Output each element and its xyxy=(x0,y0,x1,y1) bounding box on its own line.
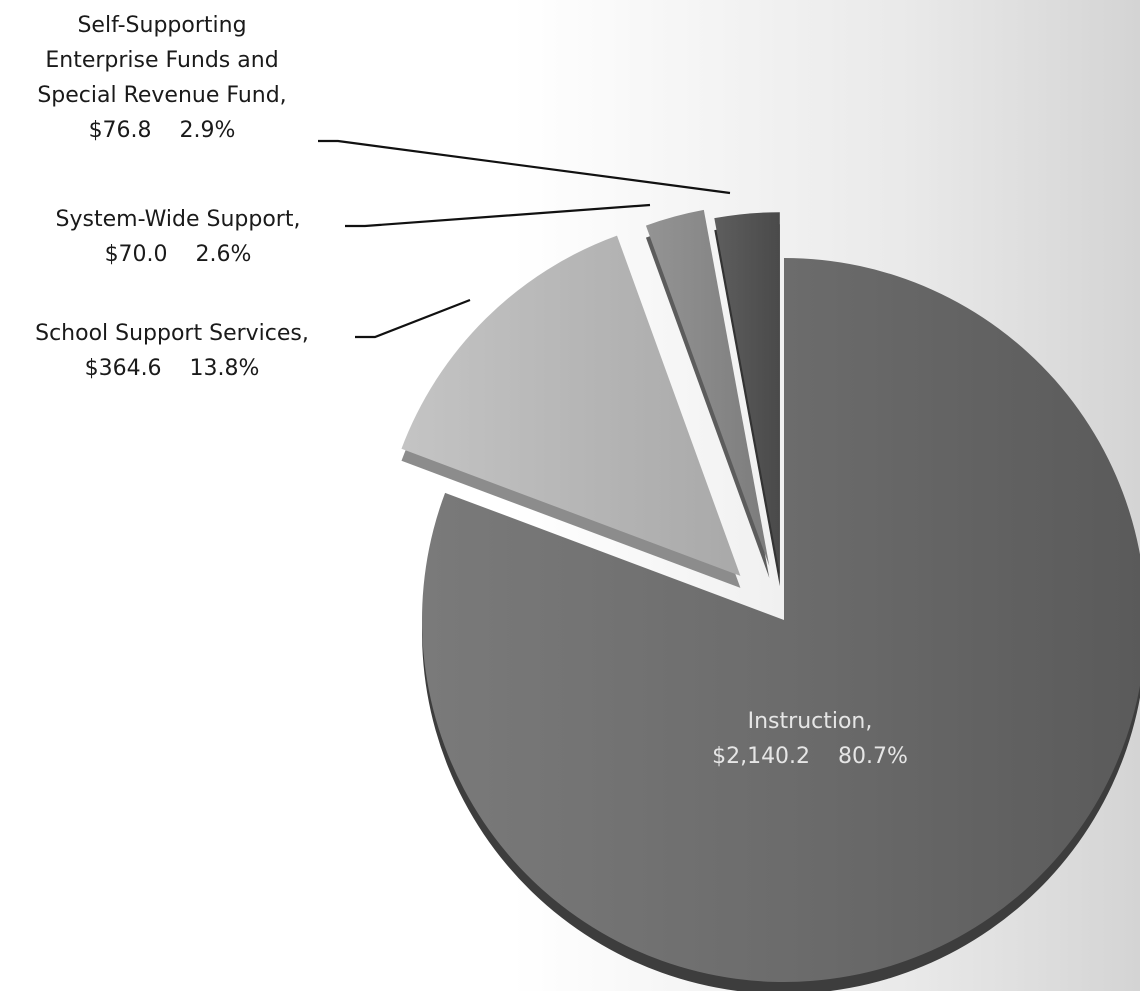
leader-line-self-supporting-enterprise-funds-and-special-revenue-fund xyxy=(318,139,731,195)
pie-slice-instruction xyxy=(422,258,1140,982)
leaders-layer xyxy=(318,139,731,339)
slice-label-instruction: Instruction, $2,140.2 80.7% xyxy=(712,709,908,769)
pie-slice-system-wide-support xyxy=(645,209,770,566)
slice-label-system-wide-support: System-Wide Support, $70.0 2.6% xyxy=(56,207,301,267)
slice-label-school-support-services: School Support Services, $364.6 13.8% xyxy=(35,321,309,381)
labels-layer: Instruction, $2,140.2 80.7% School Support… xyxy=(35,13,908,769)
slices-layer xyxy=(401,209,1140,991)
pie-slice-self-supporting-enterprise-funds-and-special-revenue-fund xyxy=(714,212,780,575)
leader-line-system-wide-support xyxy=(345,203,651,228)
slice-label-self-supporting-enterprise-funds-and-special-revenue-fund: Self-Supporting Enterprise Funds and Speci… xyxy=(37,13,286,143)
pie-slice-school-support-services xyxy=(401,235,741,576)
leader-line-school-support-services xyxy=(355,298,471,339)
pie-slice-side-system-wide-support xyxy=(645,221,770,578)
